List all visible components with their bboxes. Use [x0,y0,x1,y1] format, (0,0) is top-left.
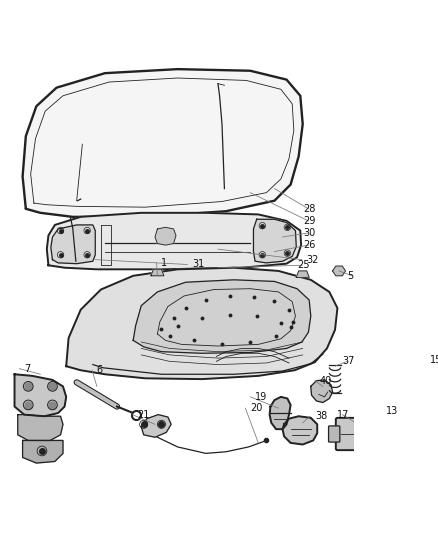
Polygon shape [18,415,63,440]
Polygon shape [23,69,303,217]
Text: 25: 25 [297,260,310,270]
Text: 37: 37 [342,357,355,366]
Text: 17: 17 [337,410,350,419]
Text: 13: 13 [386,406,398,416]
FancyBboxPatch shape [383,414,438,456]
Polygon shape [47,213,301,269]
Polygon shape [151,269,164,276]
Polygon shape [14,374,66,416]
Polygon shape [254,219,296,263]
Text: 38: 38 [315,411,327,421]
Polygon shape [311,380,332,402]
Polygon shape [51,225,95,264]
Text: 1: 1 [162,258,168,268]
Polygon shape [270,397,290,429]
Text: 21: 21 [137,410,150,419]
Polygon shape [141,415,171,437]
Polygon shape [155,228,176,245]
Polygon shape [332,266,346,276]
Polygon shape [66,268,337,379]
Text: 7: 7 [24,364,31,374]
FancyBboxPatch shape [336,418,381,450]
Text: 15: 15 [430,355,438,365]
Text: 40: 40 [320,376,332,386]
Text: 20: 20 [250,403,263,413]
Polygon shape [283,416,317,445]
Text: 19: 19 [255,392,267,402]
FancyBboxPatch shape [375,424,388,443]
Text: 26: 26 [304,240,316,250]
Text: 31: 31 [192,260,205,270]
Text: 6: 6 [97,365,103,375]
Text: 30: 30 [304,228,316,238]
Text: 5: 5 [347,271,353,281]
Text: 32: 32 [307,255,319,265]
Polygon shape [133,280,311,353]
Text: 29: 29 [304,216,316,226]
Text: 28: 28 [304,204,316,214]
FancyBboxPatch shape [328,426,340,442]
Polygon shape [412,357,428,371]
Polygon shape [296,271,309,277]
Polygon shape [23,440,63,463]
